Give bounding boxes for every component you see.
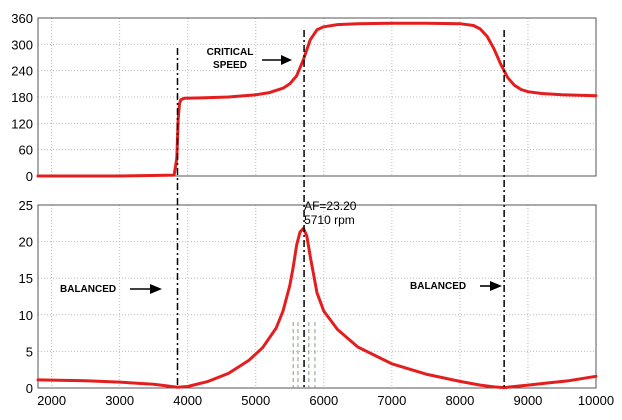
amplitude-panel: 0 5 10 15 20 25: [19, 198, 598, 396]
y-tick-label: 0: [26, 381, 33, 396]
x-tick-label: 5000: [241, 393, 270, 408]
balanced-right-arrow-head: [490, 281, 502, 291]
x-tick-label: 9000: [513, 393, 542, 408]
plot-frame: [37, 204, 597, 389]
x-tick-label: 7000: [377, 393, 406, 408]
y-tick-label: 0: [26, 169, 33, 184]
y-tick-label: 120: [11, 116, 33, 131]
x-tick-label: 6000: [309, 393, 338, 408]
y-tick-label: 10: [19, 308, 33, 323]
x-tick-label: 2000: [37, 393, 66, 408]
series-line-amplitude: [36, 226, 598, 390]
y-tick-label: 15: [19, 271, 33, 286]
x-tick-label: 8000: [445, 393, 474, 408]
phase-panel: 0 60 120 180 240 300 360: [11, 11, 598, 184]
y-tick-label: 180: [11, 90, 33, 105]
x-tick-label: 3000: [105, 393, 134, 408]
rpm-label: 5710 rpm: [304, 213, 355, 227]
series-line-phase: [36, 21, 598, 178]
y-tick-label: 360: [11, 11, 33, 26]
balanced-left-label: BALANCED: [60, 284, 116, 295]
y-tick-label: 5: [26, 344, 33, 359]
y-tick-label: 60: [19, 143, 33, 158]
x-tick-label: 10000: [578, 393, 614, 408]
critical-label: CRITICAL: [207, 47, 254, 58]
vertical-markers: [176, 30, 505, 388]
y-tick-label: 240: [11, 64, 33, 79]
balanced-right-label: BALANCED: [410, 281, 466, 292]
y-tick-label: 300: [11, 37, 33, 52]
speed-label: SPEED: [213, 60, 247, 71]
balanced-left-arrow-head: [150, 284, 162, 294]
af-label: AF=23.20: [304, 199, 357, 213]
critical-arrow-head: [281, 55, 292, 65]
y-tick-label: 20: [19, 235, 33, 250]
y-tick-label: 25: [19, 198, 33, 213]
x-tick-label: 4000: [173, 393, 202, 408]
